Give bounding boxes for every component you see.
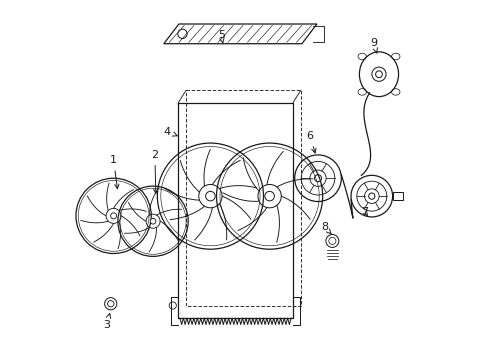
Circle shape bbox=[368, 193, 374, 199]
Text: 2: 2 bbox=[151, 150, 158, 193]
Text: 9: 9 bbox=[369, 38, 377, 53]
Text: 6: 6 bbox=[306, 131, 315, 153]
Circle shape bbox=[110, 213, 116, 219]
Text: 4: 4 bbox=[163, 127, 177, 136]
Text: 8: 8 bbox=[320, 222, 330, 234]
Circle shape bbox=[314, 175, 321, 182]
Text: 3: 3 bbox=[103, 314, 110, 330]
Circle shape bbox=[264, 192, 274, 201]
Circle shape bbox=[375, 71, 382, 77]
Circle shape bbox=[205, 192, 215, 201]
Text: 7: 7 bbox=[361, 207, 368, 217]
Text: 1: 1 bbox=[110, 155, 119, 189]
Circle shape bbox=[150, 219, 156, 224]
Text: 5: 5 bbox=[217, 30, 224, 43]
